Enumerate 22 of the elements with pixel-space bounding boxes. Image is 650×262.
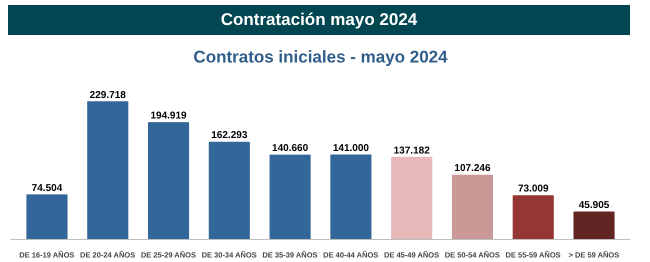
bar xyxy=(391,156,432,240)
data-label: 107.246 xyxy=(454,163,491,174)
data-label: 45.905 xyxy=(578,200,610,211)
bar xyxy=(87,101,128,240)
bar xyxy=(573,211,615,240)
bar xyxy=(512,195,554,240)
chart-title: Contratación mayo 2024 xyxy=(220,9,418,31)
bar xyxy=(270,154,311,240)
chart-subtitle: Contratos iniciales - mayo 2024 xyxy=(193,48,448,66)
bar xyxy=(208,142,250,240)
bar xyxy=(26,194,68,240)
bar xyxy=(148,122,190,240)
bar xyxy=(452,174,494,240)
data-label: 194.919 xyxy=(150,110,188,122)
data-label: 137.182 xyxy=(394,145,430,156)
data-label: 74.504 xyxy=(32,182,63,194)
data-label: 229.718 xyxy=(90,90,126,101)
data-label: 162.293 xyxy=(211,130,248,142)
bar xyxy=(330,154,372,240)
data-label: 141.000 xyxy=(332,142,370,154)
data-label: 73.009 xyxy=(518,184,549,195)
data-label: 140.660 xyxy=(272,143,309,154)
